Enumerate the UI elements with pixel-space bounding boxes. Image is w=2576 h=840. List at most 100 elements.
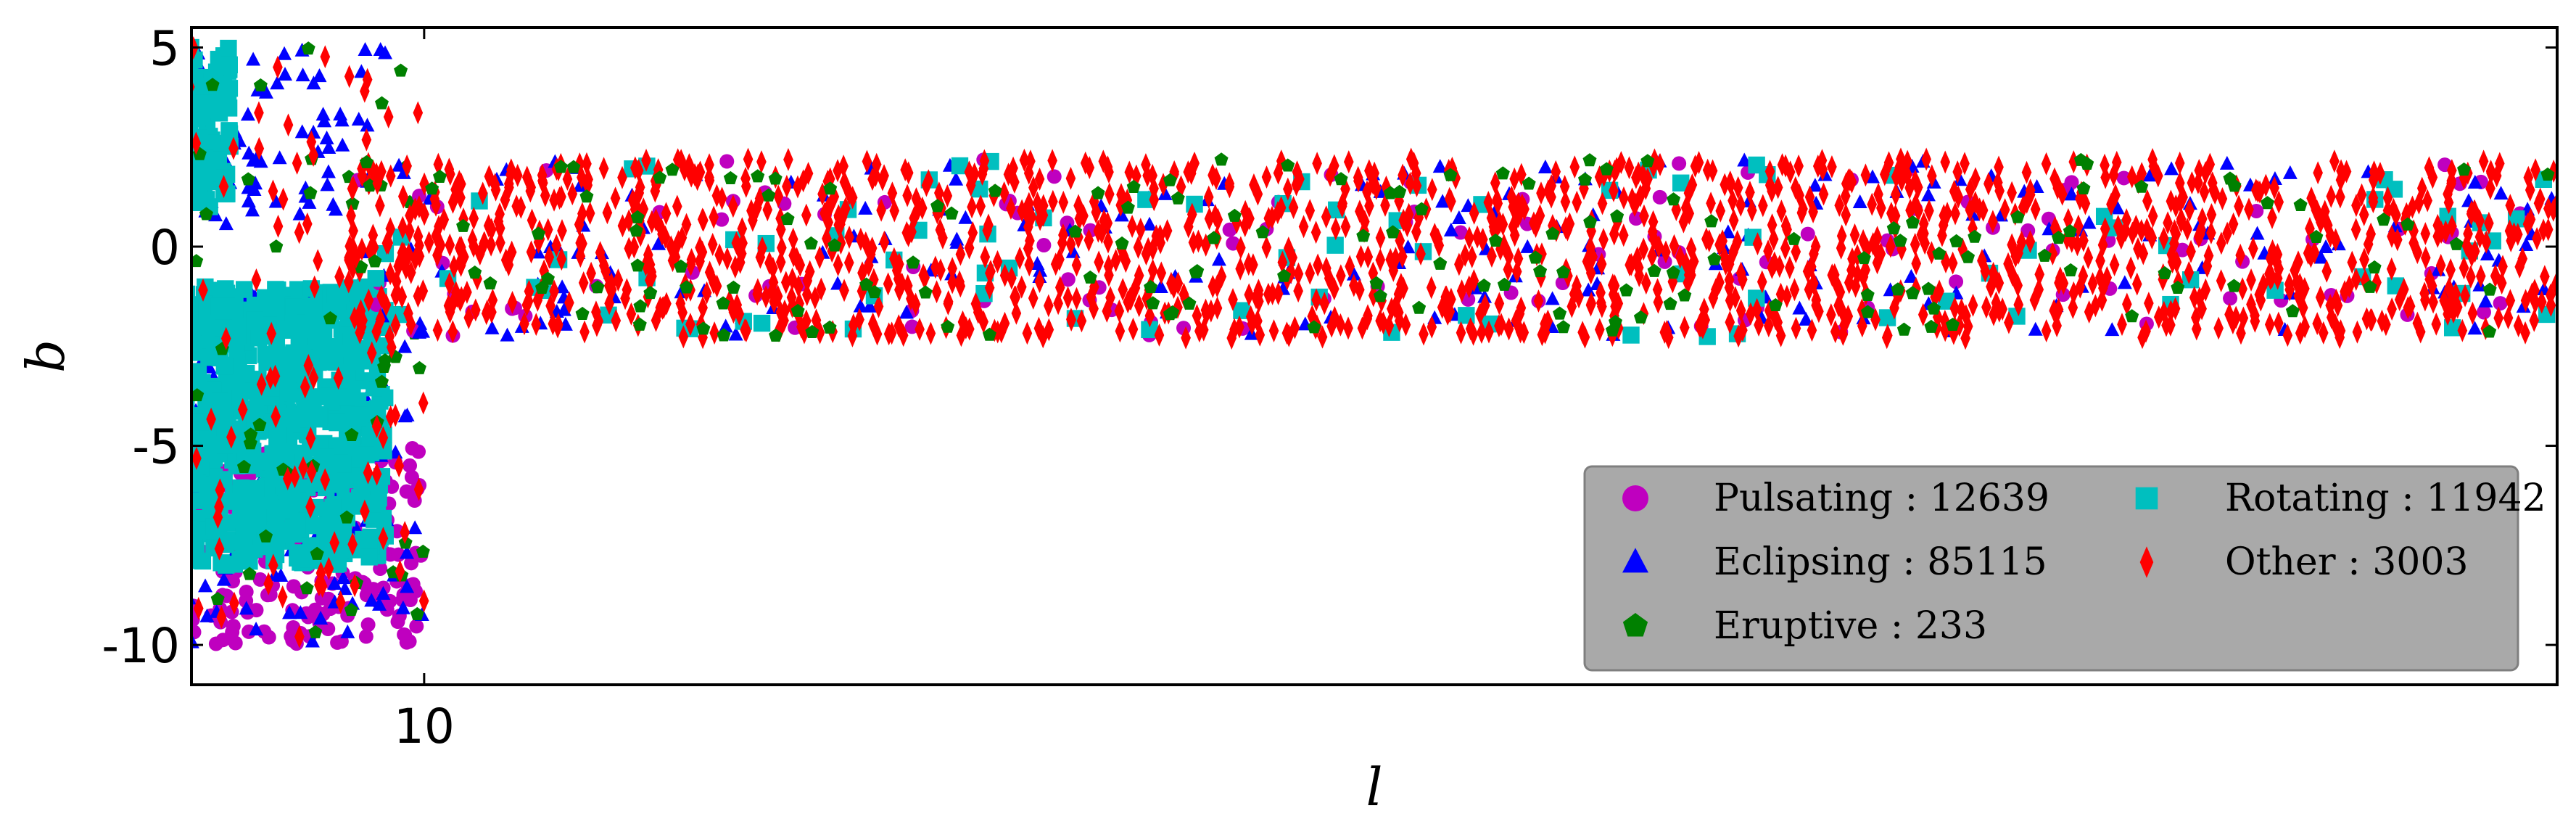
- rotating-point: [217, 280, 234, 297]
- rotating-point: [191, 169, 209, 187]
- rotating-point: [226, 556, 244, 573]
- pulsating-point: [228, 635, 243, 651]
- eclipsing-point: [336, 570, 351, 585]
- eclipsing-point: [313, 611, 329, 625]
- eclipsing-point: [327, 576, 342, 590]
- rotating-point: [220, 39, 237, 57]
- pulsating-point: [191, 625, 202, 640]
- eclipsing-point: [199, 608, 215, 622]
- eclipsing-point: [272, 150, 287, 165]
- rotating-point: [223, 493, 241, 510]
- rotating-point: [334, 523, 352, 541]
- eclipsing-point: [312, 68, 327, 83]
- eclipsing-point: [218, 216, 234, 231]
- eclipsing-point: [333, 107, 348, 121]
- rotating-point: [329, 413, 346, 432]
- eclipsing-point: [378, 45, 393, 59]
- eclipsing-point: [277, 46, 292, 60]
- rotating-point: [282, 364, 300, 382]
- eclipsing-point: [248, 176, 263, 190]
- eclipsing-point: [319, 130, 334, 144]
- pulsating-point: [358, 629, 373, 644]
- rotating-point: [212, 392, 229, 410]
- rotating-point: [350, 406, 368, 424]
- rotating-point: [191, 326, 202, 345]
- eclipsing-point: [376, 585, 391, 600]
- eclipsing-point: [397, 408, 413, 423]
- eclipsing-point: [240, 107, 255, 121]
- eclipsing-point: [292, 206, 307, 221]
- eclipsing-point: [335, 137, 350, 152]
- eclipsing-point: [198, 578, 213, 593]
- eclipsing-point: [216, 572, 231, 586]
- pulsating-point: [226, 619, 241, 634]
- rotating-point: [220, 125, 239, 143]
- rotating-point: [321, 387, 339, 405]
- rotating-point: [191, 67, 199, 86]
- pulsating-point: [402, 458, 418, 473]
- pulsating-point: [321, 621, 336, 636]
- eclipsing-point: [268, 194, 284, 208]
- rotating-point: [331, 437, 348, 455]
- rotating-point: [212, 554, 230, 572]
- eclipsing-point: [247, 182, 262, 197]
- pulsating-point: [399, 635, 414, 650]
- pulsating-point: [404, 469, 419, 485]
- pulsating-point: [252, 572, 268, 587]
- rotating-point: [208, 136, 226, 153]
- rotating-point: [268, 357, 286, 375]
- rotating-point: [202, 331, 220, 349]
- pulsating-point: [404, 556, 419, 571]
- eclipsing-point: [246, 52, 261, 66]
- rotating-point: [345, 498, 363, 515]
- rotating-point: [196, 96, 213, 113]
- eclipsing-point: [294, 124, 310, 139]
- eclipsing-point: [395, 600, 410, 614]
- rotating-point: [191, 464, 203, 482]
- eclipsing-point: [337, 581, 352, 596]
- rotating-point: [250, 329, 268, 347]
- eclipsing-point: [306, 75, 321, 90]
- pulsating-point: [249, 603, 264, 618]
- rotating-point: [191, 530, 199, 548]
- eclipsing-point: [397, 339, 413, 353]
- pulsating-point: [239, 584, 254, 599]
- eclipsing-point: [400, 579, 415, 593]
- eclipsing-point: [364, 593, 379, 607]
- eclipsing-point: [305, 633, 320, 648]
- rotating-point: [360, 535, 378, 552]
- rotating-point: [241, 553, 258, 570]
- rotating-point: [339, 363, 356, 382]
- eclipsing-point: [315, 107, 331, 121]
- pulsating-point: [286, 579, 301, 594]
- eclipsing-point: [245, 202, 260, 217]
- rotating-point: [238, 364, 255, 382]
- eclipsing-point: [239, 601, 254, 615]
- rotating-point: [374, 509, 392, 527]
- eclipsing-point: [408, 520, 423, 535]
- pulsating-point: [411, 444, 426, 459]
- data-points: [191, 36, 2557, 651]
- eclipsing-point: [258, 84, 273, 99]
- rotating-point: [212, 57, 230, 74]
- rotating-point: [191, 147, 197, 165]
- rotating-point: [244, 382, 262, 400]
- eclipsing-point: [360, 118, 375, 132]
- eclipsing-point: [278, 67, 293, 81]
- rotating-point: [246, 311, 263, 329]
- eclipsing-point: [399, 545, 414, 559]
- rotating-point: [228, 327, 247, 345]
- eclipsing-point: [372, 596, 387, 611]
- eclipsing-point: [293, 605, 308, 619]
- eclipsing-point: [351, 112, 366, 126]
- rotating-point: [323, 353, 340, 371]
- rotating-point: [219, 91, 237, 109]
- eclipsing-point: [320, 177, 335, 192]
- rotating-point: [339, 388, 356, 406]
- eclipsing-point: [358, 41, 373, 56]
- rotating-point: [267, 281, 284, 298]
- eclipsing-point: [321, 139, 337, 154]
- eclipsing-point: [326, 197, 341, 211]
- rotating-point: [280, 501, 297, 519]
